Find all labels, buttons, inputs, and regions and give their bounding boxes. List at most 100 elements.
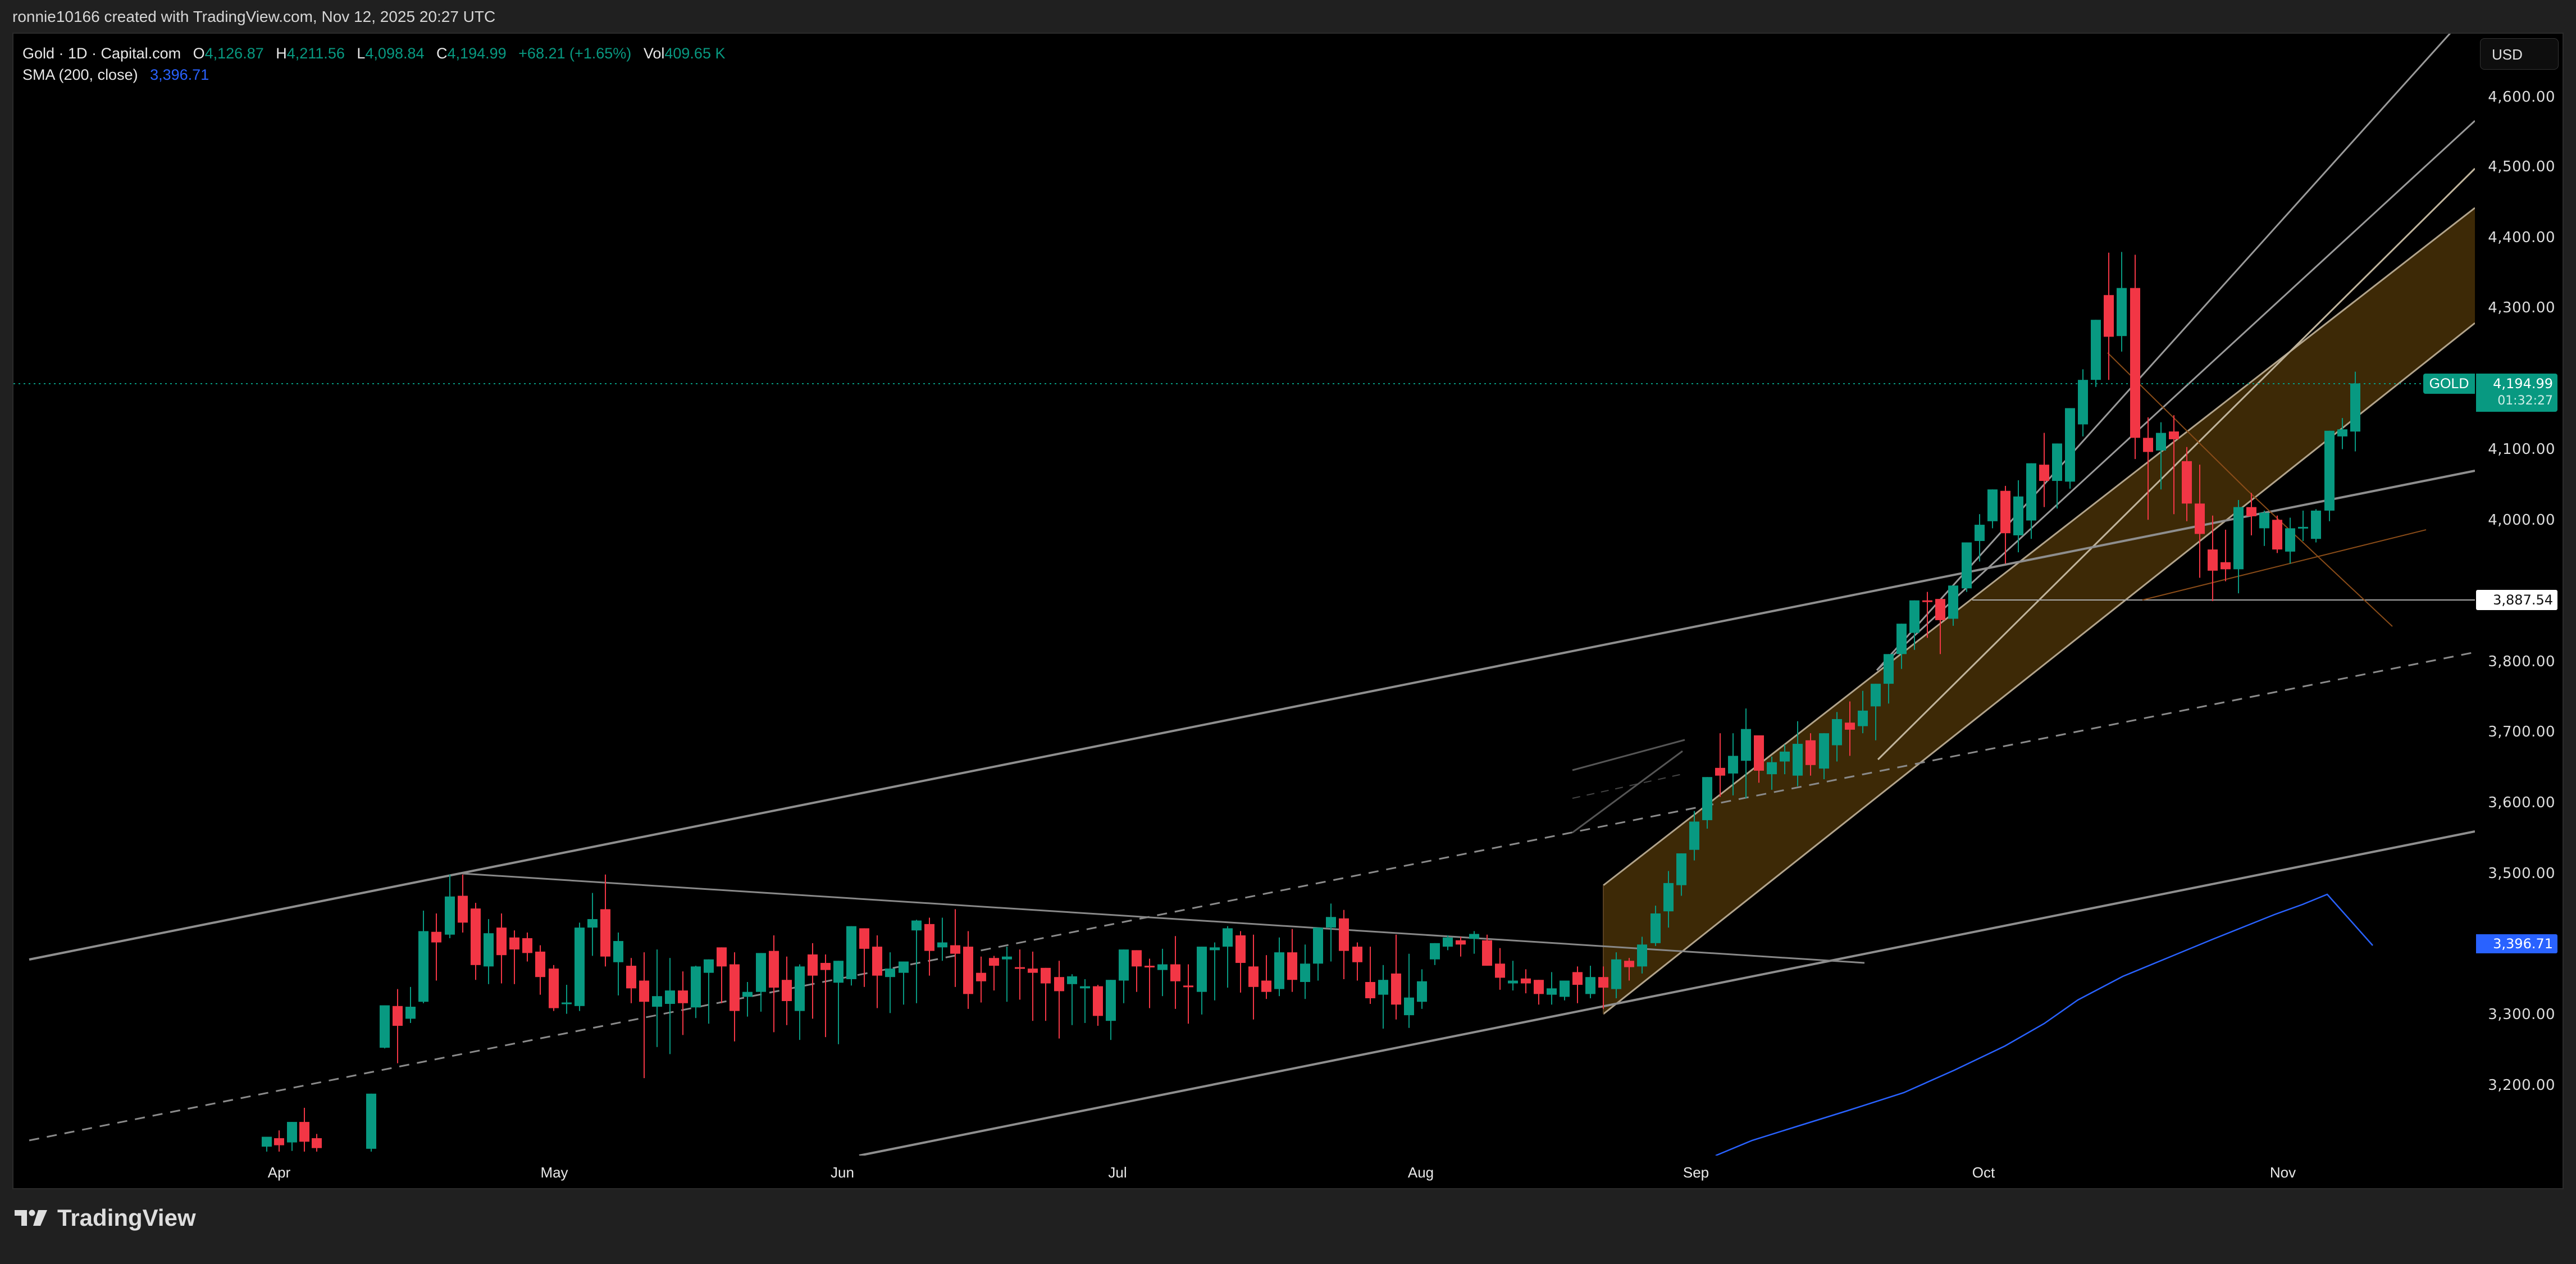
candle-body [1663, 883, 1674, 912]
candle-body [2246, 507, 2256, 516]
open-value: 4,126.87 [204, 45, 264, 62]
candle-body [704, 959, 714, 973]
candle-body [1793, 744, 1803, 776]
candle-body [2285, 528, 2295, 552]
trendline-long-upper[interactable] [29, 470, 2475, 961]
candle-body [691, 966, 701, 1008]
candle-body [1585, 977, 1595, 994]
candle-body [1702, 777, 1712, 820]
high-value: 4,211.56 [286, 45, 345, 62]
candle-body [393, 1006, 403, 1026]
short-dashed-line[interactable] [1572, 773, 1685, 799]
candle-body [859, 928, 869, 949]
candle-body [2052, 443, 2062, 481]
last-price-tag: 4,194.99 01:32:27 [2476, 374, 2557, 412]
price-tick: 4,100.00 [2488, 441, 2555, 458]
tradingview-logo-text: TradingView [57, 1204, 196, 1231]
candle-body [665, 990, 675, 1004]
candle-body [2156, 433, 2166, 451]
candle-body [1028, 969, 1038, 973]
candle-body [1067, 976, 1077, 984]
candle-body [380, 1005, 390, 1048]
tradingview-logo-icon [15, 1210, 47, 1226]
candle-body [1598, 977, 1608, 988]
sma-label: SMA (200, close) [22, 66, 138, 83]
candle-body [626, 966, 636, 989]
triangle-lower-line[interactable] [2142, 529, 2427, 601]
trendline-steep-2[interactable] [1876, 120, 2475, 671]
short-line-2[interactable] [1572, 750, 1683, 834]
candle-body [639, 980, 649, 1002]
time-tick: May [540, 1164, 568, 1181]
candle-body [2350, 383, 2360, 432]
candle-body [2259, 512, 2269, 529]
price-tick: 3,200.00 [2488, 1077, 2555, 1094]
trendline-steep-3[interactable] [1877, 167, 2475, 761]
candle-body [418, 931, 428, 1002]
candle-body [1157, 964, 1168, 970]
candle-body [1651, 913, 1661, 943]
time-tick: Oct [1972, 1164, 1995, 1181]
candle-body [795, 966, 805, 1011]
time-tick: Jul [1108, 1164, 1127, 1181]
candle-body [2000, 490, 2010, 534]
symbol-title[interactable]: Gold · 1D · Capital.com [22, 45, 181, 62]
candle-body [1780, 751, 1790, 762]
candle-body [2298, 526, 2308, 529]
candle-body [2195, 503, 2205, 534]
channel-lower-line[interactable] [1603, 322, 2475, 1015]
candle-body [1274, 952, 1284, 989]
candle-body [1676, 853, 1686, 885]
parallel-channel-fill[interactable] [1603, 208, 2475, 1014]
channel-upper-line[interactable] [1603, 207, 2475, 886]
candle-body [1093, 986, 1103, 1016]
trendline-descending[interactable] [462, 872, 1865, 964]
candle-body [1884, 654, 1894, 684]
candle-body [600, 909, 610, 957]
candle-body [1560, 980, 1570, 997]
trendline-dashed-mid[interactable] [29, 651, 2475, 1142]
candle-body [2065, 408, 2075, 482]
candle-body [1858, 710, 1868, 726]
candle-body [2221, 562, 2231, 570]
candle-body [1352, 947, 1362, 962]
sma-legend-row[interactable]: SMA (200, close) 3,396.71 [22, 64, 725, 85]
candle-body [2324, 430, 2335, 511]
chart-pane[interactable] [12, 33, 2564, 1189]
triangle-upper-line-ext[interactable] [2247, 490, 2393, 627]
short-line-1[interactable] [1572, 739, 1685, 771]
candle-body [1378, 980, 1388, 995]
trendline-support[interactable] [859, 830, 2475, 1156]
candle-body [274, 1138, 284, 1145]
candle-body [549, 969, 559, 1008]
candle-body [1132, 950, 1142, 967]
price-tick: 4,000.00 [2488, 512, 2555, 529]
candle-body [1482, 940, 1492, 966]
time-tick: Jun [831, 1164, 854, 1181]
sma-200-line[interactable] [1715, 893, 2373, 1156]
candle-body [1572, 972, 1583, 985]
candle-body [1365, 982, 1375, 998]
candlestick-series[interactable] [262, 252, 2360, 1152]
candle-body [820, 963, 831, 970]
candle-body [562, 1002, 572, 1004]
currency-button[interactable]: USD [2480, 38, 2559, 70]
candle-body [1806, 740, 1816, 765]
candle-body [1197, 947, 1207, 992]
candle-body [678, 990, 688, 1003]
candle-body [742, 992, 753, 997]
candle-body [652, 996, 662, 1007]
candle-body [1767, 762, 1777, 775]
created-by-text: ronnie10166 created with TradingView.com… [12, 8, 496, 25]
candle-body [1210, 947, 1220, 951]
tradingview-logo[interactable]: TradingView [15, 1204, 196, 1231]
horizontal-level-tag: 3,887.54 [2476, 590, 2557, 610]
candle-body [2143, 438, 2153, 452]
sma-value: 3,396.71 [150, 66, 209, 83]
candle-body [262, 1136, 272, 1147]
candle-body [730, 964, 740, 1011]
price-tick: 4,400.00 [2488, 229, 2555, 246]
close-value: 4,194.99 [447, 45, 507, 62]
trendline-steep-1[interactable] [1876, 33, 2451, 671]
